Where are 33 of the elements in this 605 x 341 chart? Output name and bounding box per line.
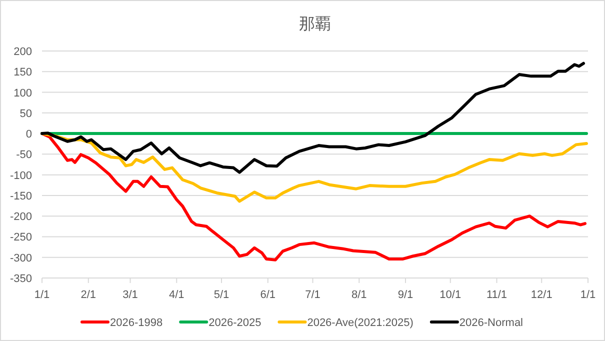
x-tick-label: 10/1 [440, 289, 462, 301]
y-tick-label: -50 [16, 149, 32, 162]
x-tick-label: 4/1 [168, 289, 184, 301]
y-tick-label: -150 [10, 190, 32, 202]
y-tick-label: 0 [26, 128, 32, 141]
y-tick-label: -100 [10, 170, 32, 182]
x-tick-label: 11/1 [486, 289, 508, 301]
legend-label: 2026-Normal [459, 317, 524, 329]
y-tick-label: -300 [10, 252, 32, 264]
chart-title: 那覇 [299, 16, 331, 33]
line-series [40, 132, 588, 203]
x-tick-label: 1/1 [34, 289, 50, 301]
x-tick-label: 1/1 [580, 289, 596, 301]
y-tick-label: 50 [20, 108, 32, 120]
line-series [40, 132, 587, 262]
x-tick-label: 6/1 [260, 289, 276, 301]
x-tick-label: 3/1 [122, 289, 138, 301]
x-tick-label: 2/1 [80, 289, 96, 301]
y-tick-label: 150 [14, 66, 32, 79]
line-series [40, 62, 586, 174]
y-tick-label: -250 [10, 232, 32, 244]
legend-label: 2026-1998 [110, 317, 163, 329]
legend-label: 2026-Ave(2021:2025) [307, 317, 414, 329]
y-tick-label: 200 [14, 46, 32, 58]
x-tick-label: 7/1 [305, 289, 320, 301]
x-tick-label: 9/1 [398, 289, 414, 301]
y-tick-label: 100 [14, 87, 32, 100]
x-tick-label: 5/1 [214, 289, 230, 301]
y-tick-label: -350 [10, 273, 32, 285]
x-tick-label: 12/1 [530, 289, 552, 301]
y-tick-label: -200 [10, 211, 32, 224]
legend-label: 2026-2025 [208, 317, 262, 329]
x-tick-label: 8/1 [351, 289, 367, 301]
